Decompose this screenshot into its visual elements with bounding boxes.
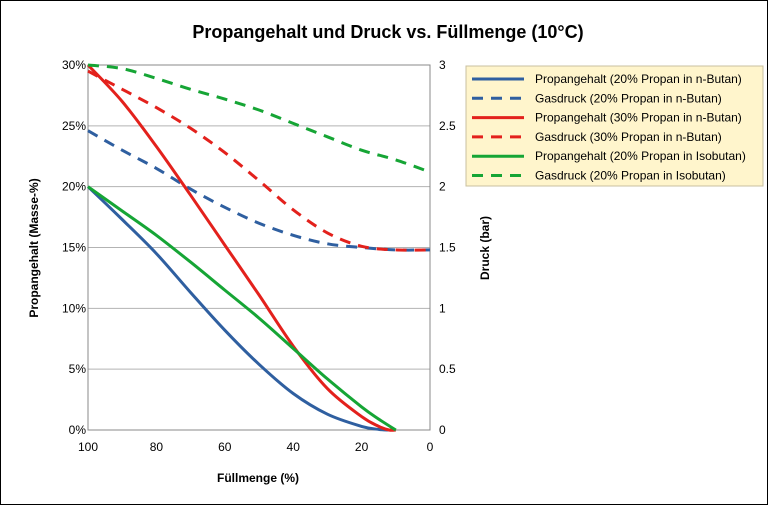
chart-title: Propangehalt und Druck vs. Füllmenge (10… — [192, 22, 583, 42]
y-right-tick-label: 0.5 — [439, 362, 456, 376]
x-tick-label: 80 — [150, 440, 164, 454]
legend-label: Gasdruck (20% Propan in n-Butan) — [535, 91, 722, 105]
x-tick-label: 0 — [427, 440, 434, 454]
y-left-tick-label: 15% — [62, 241, 86, 255]
series-line-6 — [87, 63, 431, 174]
y-right-axis-title: Druck (bar) — [478, 216, 492, 280]
legend-label: Propangehalt (30% Propan in n-Butan) — [535, 111, 742, 125]
y-left-tick-label: 25% — [62, 119, 86, 133]
y-right-tick-label: 2 — [439, 180, 446, 194]
y-right-tick-label: 1.5 — [439, 241, 456, 255]
x-tick-label: 60 — [218, 440, 232, 454]
series-line-2 — [87, 129, 431, 252]
legend-label: Gasdruck (20% Propan in Isobutan) — [535, 169, 726, 183]
legend-label: Propangehalt (20% Propan in Isobutan) — [535, 149, 746, 163]
y-right-ticks: 0 0.5 1 1.5 2 2.5 3 — [439, 58, 456, 437]
series-line-5 — [87, 185, 397, 432]
y-right-tick-label: 1 — [439, 301, 446, 315]
legend-label: Propangehalt (20% Propan in n-Butan) — [535, 72, 742, 86]
series-line-4 — [87, 69, 431, 252]
y-left-tick-label: 20% — [62, 180, 86, 194]
y-right-tick-label: 3 — [439, 58, 446, 72]
y-left-ticks: 0% 5% 10% 15% 20% 25% 30% — [62, 58, 86, 437]
legend: Propangehalt (20% Propan in n-Butan) Gasd… — [465, 65, 764, 187]
y-left-tick-label: 0% — [69, 423, 87, 437]
x-ticks: 100 80 60 40 20 0 — [78, 440, 434, 454]
series-line-1 — [86, 185, 396, 432]
series-lines — [86, 63, 431, 432]
x-tick-label: 20 — [355, 440, 369, 454]
legend-box — [465, 65, 764, 187]
y-left-tick-label: 10% — [62, 301, 86, 315]
legend-label: Gasdruck (30% Propan in n-Butan) — [535, 130, 722, 144]
y-right-tick-label: 2.5 — [439, 119, 456, 133]
x-tick-label: 100 — [78, 440, 98, 454]
y-left-tick-label: 30% — [62, 58, 86, 72]
x-axis-title: Füllmenge (%) — [217, 471, 299, 485]
x-tick-label: 40 — [287, 440, 301, 454]
y-left-tick-label: 5% — [69, 362, 87, 376]
plot-area — [87, 64, 431, 431]
series-line-3 — [86, 63, 396, 432]
y-right-tick-label: 0 — [439, 423, 446, 437]
y-left-axis-title: Propangehalt (Masse-%) — [27, 178, 41, 317]
